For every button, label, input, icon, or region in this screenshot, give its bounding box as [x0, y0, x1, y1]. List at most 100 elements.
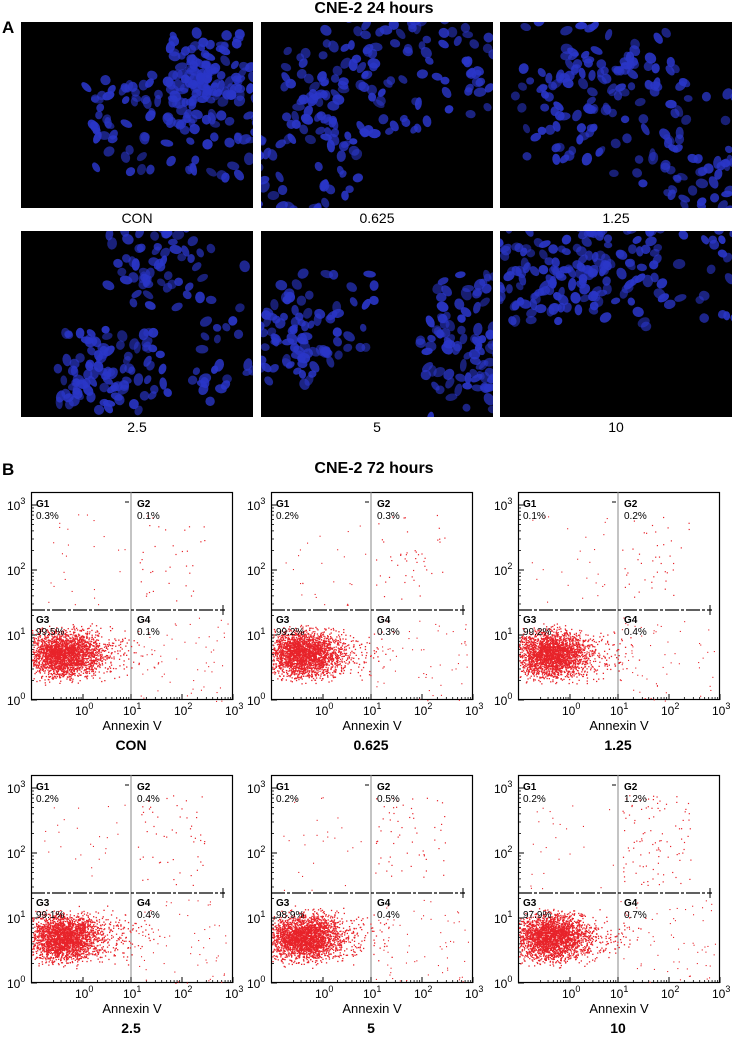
gate-percent-g3: 99.5% — [36, 627, 64, 638]
nuclei-image — [261, 22, 493, 208]
nuclei-image — [81, 27, 253, 183]
nuclei-image — [510, 22, 732, 208]
gate-percent-g1: 0.2% — [276, 511, 299, 522]
y-tick-label: 101 — [247, 626, 265, 643]
y-tick-label: 103 — [247, 779, 265, 796]
x-tick-label: 103 — [712, 701, 730, 718]
x-tick-label: 102 — [661, 701, 679, 718]
gate-percent-g2: 1.2% — [624, 794, 647, 805]
flow-plot-4: G1 0.2% G2 0.4% G3 99.1% G4 0.4% 100 101 102 103 100… — [7, 774, 243, 1016]
micrograph-label: 0.625 — [359, 210, 395, 226]
x-axis-title: Annexin V — [589, 718, 649, 733]
gate-percent-g3: 97.9% — [523, 910, 551, 921]
gate-percent-g4: 0.4% — [624, 627, 647, 638]
x-tick-label: 100 — [315, 984, 333, 1001]
gate-percent-g3: 99.2% — [276, 627, 304, 638]
x-tick-label: 101 — [610, 984, 628, 1001]
y-tick-label: 102 — [247, 561, 265, 578]
micrograph-label: 10 — [608, 419, 624, 435]
gate-name-g4: G4 — [377, 615, 391, 626]
gate-percent-g2: 0.1% — [137, 511, 160, 522]
gate-percent-g3: 98.9% — [276, 910, 304, 921]
gate-name-g1: G1 — [523, 782, 537, 793]
gate-percent-g3: 99.1% — [36, 910, 64, 921]
flow-plot-6: G1 0.2% G2 1.2% G3 97.9% G4 0.7% 100 101 102 103 100… — [494, 774, 730, 1016]
micrograph-1 — [21, 22, 253, 208]
micrograph-5 — [261, 231, 493, 417]
micrograph-2 — [261, 22, 493, 208]
micrograph-3 — [500, 22, 732, 208]
y-tick-label: 103 — [494, 779, 512, 796]
gate-name-g1: G1 — [36, 782, 50, 793]
gate-percent-g4: 0.4% — [377, 910, 400, 921]
gate-name-g4: G4 — [137, 898, 151, 909]
flow-plot-label: 10 — [610, 1020, 626, 1036]
gate-percent-g4: 0.7% — [624, 910, 647, 921]
gate-name-g3: G3 — [276, 898, 290, 909]
x-axis-title: Annexin V — [342, 1001, 402, 1016]
y-tick-label: 101 — [494, 909, 512, 926]
gate-name-g2: G2 — [137, 782, 151, 793]
nuclei-image — [53, 231, 253, 416]
y-tick-label: 103 — [494, 496, 512, 513]
flow-plot-label: 2.5 — [121, 1020, 141, 1036]
flow-plot-label: 1.25 — [604, 737, 632, 753]
x-axis-title: Annexin V — [589, 1001, 649, 1016]
y-tick-label: 101 — [7, 909, 25, 926]
panel-b-letter: B — [2, 460, 15, 479]
y-tick-label: 103 — [7, 779, 25, 796]
flow-plot-1: G1 0.3% G2 0.1% G3 99.5% G4 0.1% 100 101 102 103 100… — [7, 491, 243, 733]
gate-percent-g2: 0.5% — [377, 794, 400, 805]
gate-percent-g1: 0.2% — [36, 794, 59, 805]
y-tick-label: 100 — [494, 974, 512, 991]
x-tick-label: 100 — [75, 701, 93, 718]
gate-percent-g4: 0.4% — [137, 910, 160, 921]
y-tick-label: 102 — [494, 844, 512, 861]
x-tick-label: 100 — [562, 701, 580, 718]
gate-name-g3: G3 — [523, 898, 537, 909]
gate-name-g3: G3 — [36, 615, 50, 626]
x-tick-label: 102 — [661, 984, 679, 1001]
y-tick-label: 102 — [7, 561, 25, 578]
x-tick-label: 102 — [174, 701, 192, 718]
flow-plot-3: G1 0.1% G2 0.2% G3 99.2% G4 0.4% 100 101 102 103 100… — [494, 491, 730, 733]
micrograph-label: 2.5 — [127, 419, 147, 435]
flow-plot-label: 5 — [367, 1020, 375, 1036]
x-tick-label: 100 — [315, 701, 333, 718]
gate-name-g1: G1 — [36, 499, 50, 510]
y-tick-label: 100 — [494, 691, 512, 708]
x-tick-label: 101 — [123, 984, 141, 1001]
gate-percent-g1: 0.2% — [276, 794, 299, 805]
scatter-plot: G10.2%G20.3%G399.2%G40.3%100101102103100… — [247, 491, 483, 733]
x-tick-label: 103 — [712, 984, 730, 1001]
x-tick-label: 102 — [414, 984, 432, 1001]
gate-name-g4: G4 — [137, 615, 151, 626]
scatter-plot: G10.2%G20.4%G399.1%G40.4%100101102103100… — [7, 774, 243, 1016]
y-tick-label: 100 — [7, 974, 25, 991]
gate-name-g4: G4 — [624, 615, 638, 626]
y-tick-label: 102 — [247, 844, 265, 861]
gate-name-g2: G2 — [377, 499, 391, 510]
x-axis-title: Annexin V — [102, 718, 162, 733]
y-tick-label: 103 — [7, 496, 25, 513]
x-axis-title: Annexin V — [342, 718, 402, 733]
x-tick-label: 103 — [465, 701, 483, 718]
gate-name-g2: G2 — [137, 499, 151, 510]
flow-plot-5: G1 0.2% G2 0.5% G3 98.9% G4 0.4% 100 101 102 103 100… — [247, 774, 483, 1016]
micrograph-label: 5 — [373, 419, 381, 435]
y-tick-label: 100 — [7, 691, 25, 708]
gate-percent-g4: 0.1% — [137, 627, 160, 638]
panel-b-title: CNE-2 72 hours — [314, 460, 434, 477]
gate-name-g1: G1 — [276, 782, 290, 793]
x-tick-label: 100 — [562, 984, 580, 1001]
gate-percent-g4: 0.3% — [377, 627, 400, 638]
y-tick-label: 100 — [247, 691, 265, 708]
x-tick-label: 101 — [363, 984, 381, 1001]
panel-a-letter: A — [2, 18, 15, 37]
x-tick-label: 102 — [414, 701, 432, 718]
gate-name-g3: G3 — [276, 615, 290, 626]
y-tick-label: 101 — [494, 626, 512, 643]
x-tick-label: 103 — [225, 701, 243, 718]
gate-name-g3: G3 — [523, 615, 537, 626]
